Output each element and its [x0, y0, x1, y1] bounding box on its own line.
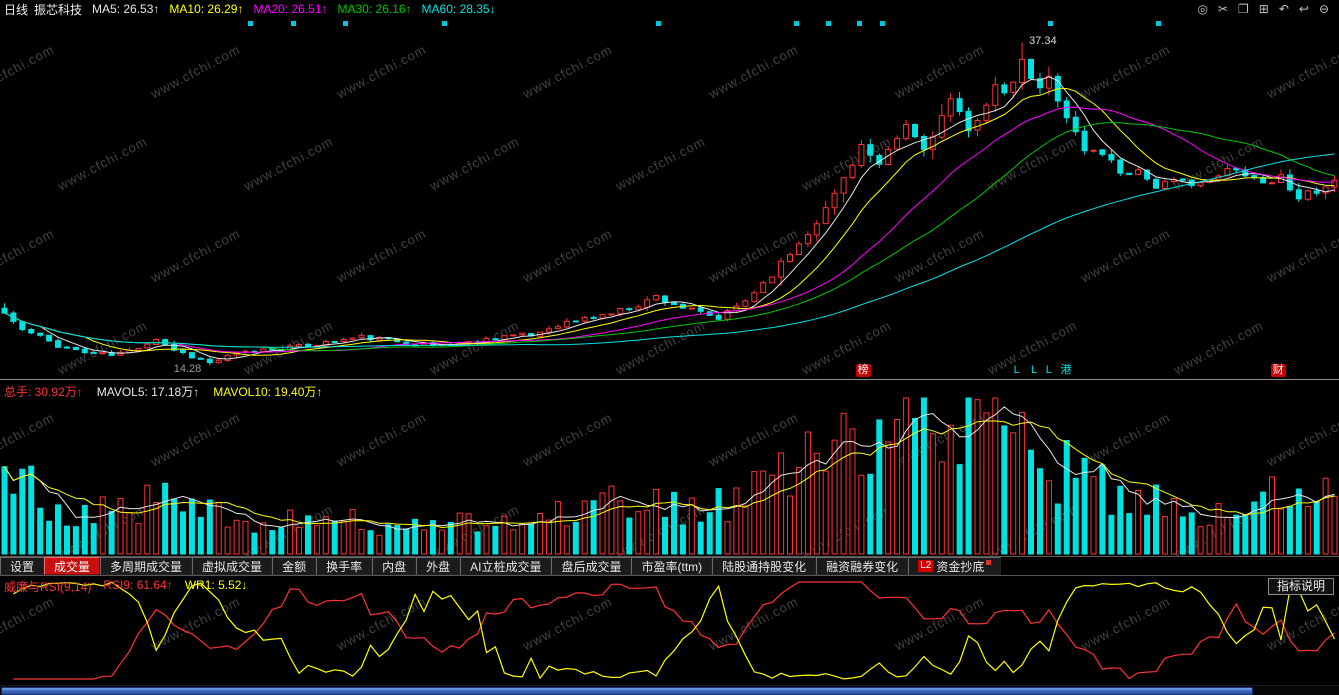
- ma20-legend: MA20: 26.51↑: [253, 2, 328, 16]
- horizontal-scrollbar[interactable]: [0, 685, 1339, 695]
- tab-ai-volume[interactable]: AI立桩成交量: [460, 557, 552, 575]
- tab-label: 融资融券变化: [826, 559, 899, 574]
- tab-label: 虚拟成交量: [202, 559, 263, 574]
- tab-after-hours-volume[interactable]: 盘后成交量: [551, 557, 632, 575]
- volume-total-label: 总手: 30.92万↑: [4, 385, 83, 399]
- grid-icon[interactable]: ⊞: [1258, 2, 1269, 16]
- tab-label: 市盈率(ttm): [641, 559, 703, 574]
- tab-label: 成交量: [54, 559, 91, 574]
- volume-pane: 总手: 30.92万↑ MAVOL5: 17.18万↑ MAVOL10: 19.40…: [0, 381, 1339, 556]
- tab-label: 陆股通持股变化: [722, 559, 807, 574]
- tab-outer-volume[interactable]: 外盘: [416, 557, 461, 575]
- ma-legend: MA5: 26.53↑ MA10: 26.29↑ MA20: 26.51↑ MA30:…: [92, 2, 506, 16]
- indicator-title: 威廉与RSI(9,14): [4, 580, 92, 594]
- cai-flag[interactable]: 财: [1270, 364, 1286, 377]
- wr1-value: WR1: 5.52↓: [184, 578, 248, 592]
- tab-fund-bottom-fishing[interactable]: L2 资金抄底: [908, 557, 1002, 575]
- event-marker-icon[interactable]: [879, 21, 885, 26]
- event-marker-icon[interactable]: [826, 21, 832, 26]
- ma10-legend: MA10: 26.29↑: [169, 2, 244, 16]
- tab-label: AI立桩成交量: [470, 559, 542, 574]
- tab-label: 内盘: [382, 559, 407, 574]
- top-bar: 日线 振芯科技 MA5: 26.53↑ MA10: 26.29↑ MA20: 26.…: [0, 0, 1339, 18]
- ma5-legend: MA5: 26.53↑: [92, 2, 160, 16]
- cut-icon[interactable]: ✂: [1217, 2, 1228, 16]
- mavol10-label: MAVOL10: 19.40万↑: [213, 385, 323, 399]
- event-marker-icon[interactable]: [441, 21, 447, 26]
- period-selector[interactable]: 日线: [4, 2, 29, 17]
- event-marker-icon[interactable]: [290, 21, 296, 26]
- scrollbar-thumb[interactable]: [1, 687, 1253, 695]
- tab-virtual-volume[interactable]: 虚拟成交量: [192, 557, 273, 575]
- tab-margin-trading[interactable]: 融资融券变化: [816, 557, 909, 575]
- l-flag-3[interactable]: L: [1045, 364, 1052, 376]
- new-flag-icon: [986, 559, 992, 565]
- event-marker-icon[interactable]: [1155, 21, 1161, 26]
- ma30-legend: MA30: 26.16↑: [337, 2, 412, 16]
- oscillator-chart[interactable]: [0, 576, 1339, 685]
- event-marker-icon[interactable]: [656, 21, 662, 26]
- tab-label: 金额: [282, 559, 307, 574]
- stock-name[interactable]: 振芯科技: [34, 2, 83, 17]
- price-chart[interactable]: [0, 18, 1339, 380]
- tab-label: 设置: [10, 559, 35, 574]
- tab-label: 资金抄底: [936, 559, 985, 574]
- toolbar-icons: ◎ ✂ ❐ ⊞ ↶ ↩ ⊖: [1197, 2, 1339, 16]
- event-marker-icon[interactable]: [342, 21, 348, 26]
- undo-icon[interactable]: ↶: [1278, 2, 1289, 16]
- tab-turnover-rate[interactable]: 换手率: [316, 557, 373, 575]
- tab-inner-volume[interactable]: 内盘: [372, 557, 417, 575]
- event-marker-icon[interactable]: [247, 21, 253, 26]
- tab-northbound-holdings[interactable]: 陆股通持股变化: [712, 557, 817, 575]
- high-price-label: 37.34: [1029, 35, 1057, 48]
- ma60-legend: MA60: 28.35↓: [421, 2, 496, 16]
- tab-label: 外盘: [426, 559, 451, 574]
- low-price-label: 14.28: [173, 363, 202, 376]
- volume-pane-labels: 总手: 30.92万↑ MAVOL5: 17.18万↑ MAVOL10: 19.40…: [4, 383, 322, 400]
- tab-pe-ttm[interactable]: 市盈率(ttm): [631, 557, 713, 575]
- mavol5-label: MAVOL5: 17.18万↑: [96, 385, 200, 399]
- copy-icon[interactable]: ❐: [1237, 2, 1249, 16]
- rsi9-value: RSI9: 61.64↑: [103, 578, 173, 592]
- price-pane: 37.34 14.28 榜 L L L 港财: [0, 18, 1339, 380]
- tab-label: 盘后成交量: [561, 559, 622, 574]
- l2-badge: L2: [918, 560, 934, 572]
- tab-amount[interactable]: 金额: [272, 557, 317, 575]
- event-marker-icon[interactable]: [1048, 21, 1054, 26]
- tab-label: 换手率: [326, 559, 363, 574]
- gang-flag[interactable]: 港: [1060, 364, 1072, 376]
- event-marker-icon[interactable]: [856, 21, 862, 26]
- l-flag-2[interactable]: L: [1031, 364, 1038, 376]
- tab-settings[interactable]: 设置: [0, 557, 45, 575]
- indicator-header: 威廉与RSI(9,14) RSI9: 61.64↑ WR1: 5.52↓: [4, 578, 247, 595]
- visibility-icon[interactable]: ◎: [1197, 2, 1208, 16]
- indicator-help-button[interactable]: 指标说明: [1267, 578, 1334, 595]
- volume-chart[interactable]: [0, 381, 1339, 556]
- collapse-icon[interactable]: ⊖: [1318, 2, 1329, 16]
- bang-flag[interactable]: 榜: [855, 364, 871, 377]
- tab-multi-period-volume[interactable]: 多周期成交量: [100, 557, 193, 575]
- tab-volume[interactable]: 成交量: [44, 557, 101, 575]
- event-marker-icon[interactable]: [794, 21, 800, 26]
- indicator-pane: 威廉与RSI(9,14) RSI9: 61.64↑ WR1: 5.52↓ 指标说明: [0, 576, 1339, 685]
- l-flag-1[interactable]: L: [1013, 364, 1020, 376]
- indicator-tab-bar: 设置 成交量 多周期成交量 虚拟成交量 金额 换手率 内盘 外盘 AI立桩成交量 盘后成交量 市盈率…: [0, 556, 1339, 576]
- tab-label: 多周期成交量: [110, 559, 183, 574]
- back-icon[interactable]: ↩: [1298, 2, 1309, 16]
